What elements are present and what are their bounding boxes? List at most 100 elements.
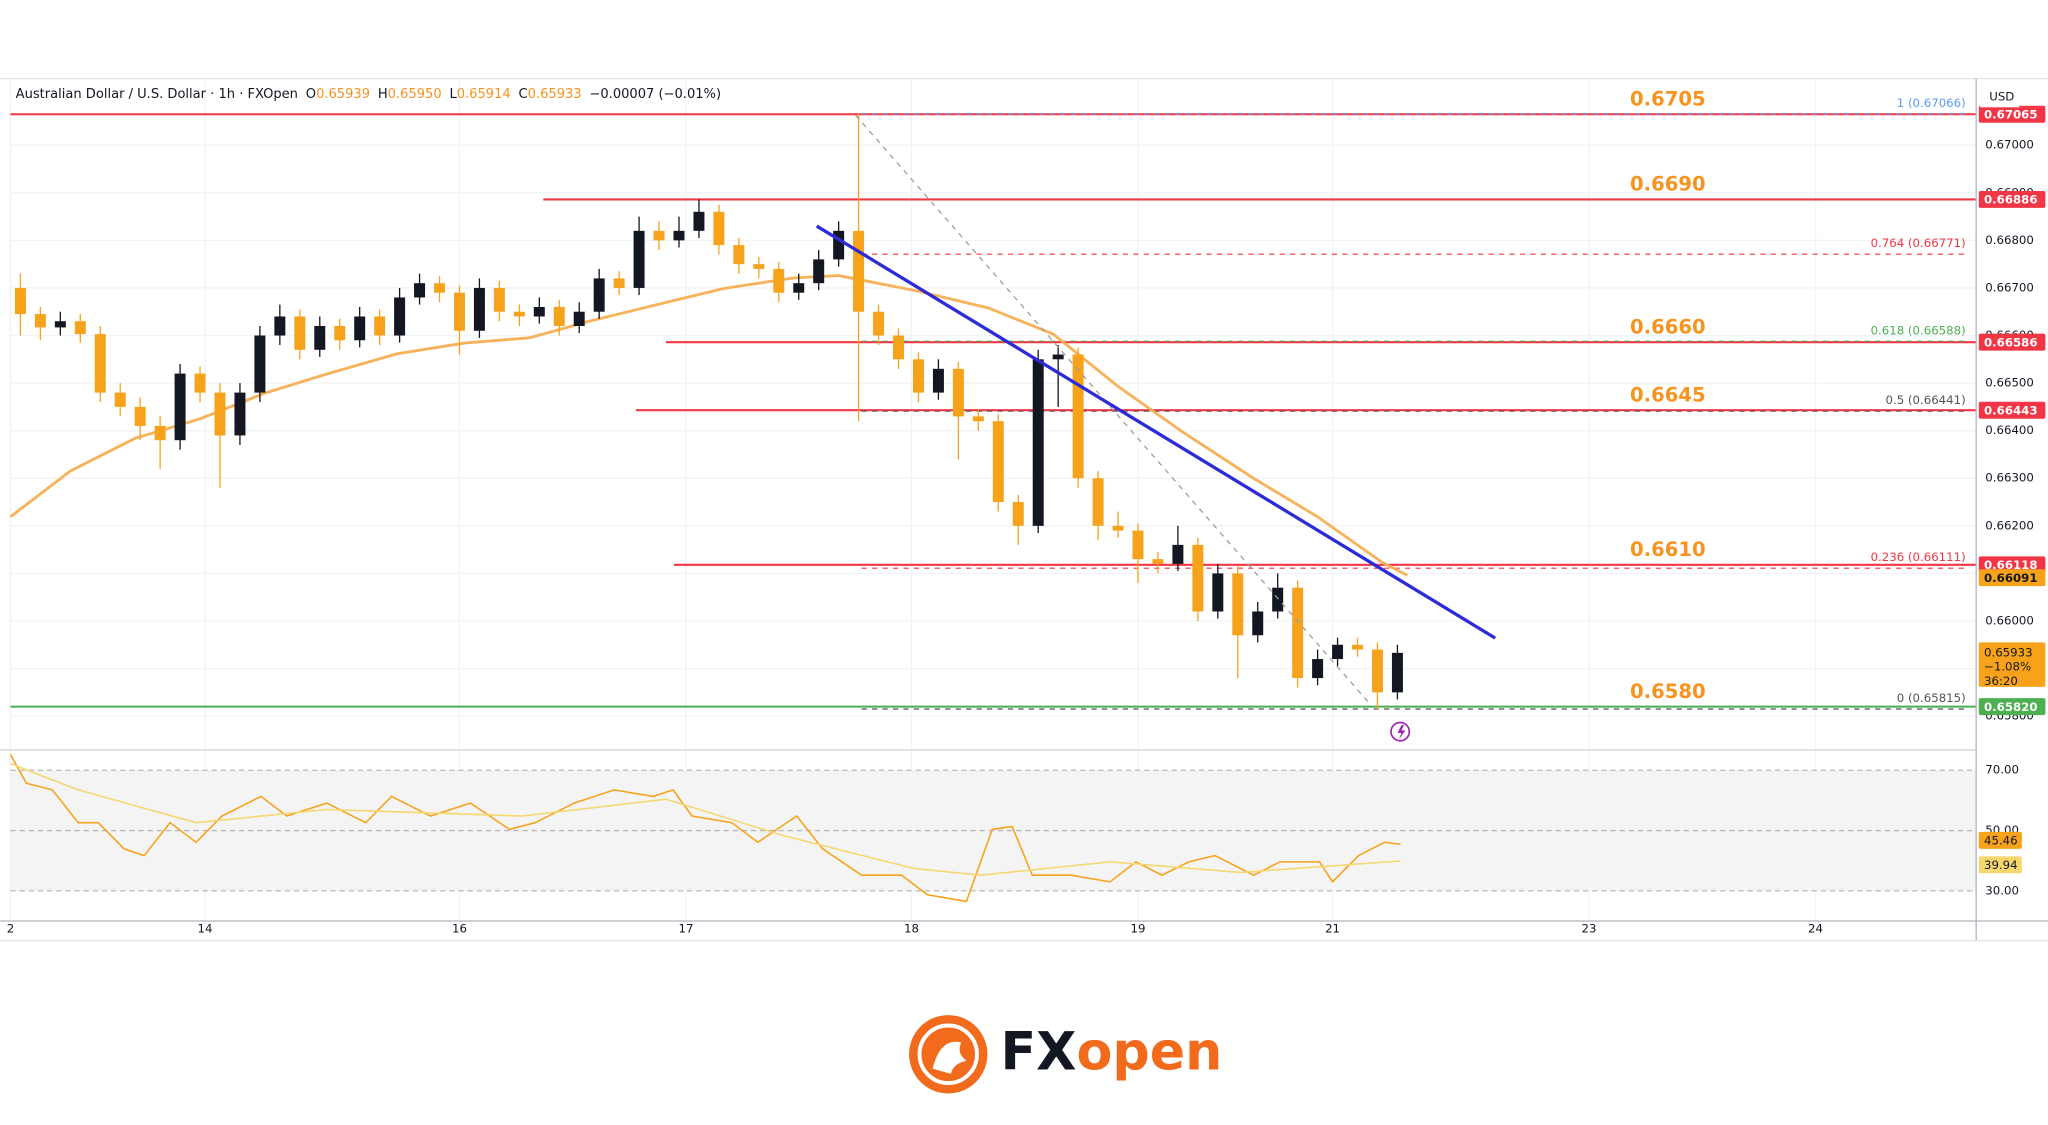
candle-body (1232, 573, 1244, 636)
candle-body (334, 325, 346, 341)
candle-body (414, 283, 426, 298)
logo: FXopen (909, 1015, 1222, 1094)
level-annotation: 0.6690 (1630, 173, 1706, 196)
candle-body (853, 230, 865, 312)
price-tag-bg (1978, 333, 2046, 351)
candle-body (1052, 354, 1064, 360)
candle-body (713, 211, 725, 246)
currency-label: USD (1989, 89, 2014, 103)
candle-body (74, 321, 86, 335)
x-tick-label: 16 (452, 921, 467, 935)
price-tag-bg (1978, 698, 2046, 716)
price-tag-label: 0.66586 (1984, 335, 2038, 349)
event-icon[interactable] (1390, 721, 1411, 742)
candle-body (573, 311, 585, 326)
level-annotation: 0.6580 (1630, 680, 1706, 703)
candle-body (753, 264, 765, 269)
ma-tag-label: 0.66091 (1984, 571, 2038, 585)
candle-body (513, 311, 525, 317)
logo-text: FXopen (1000, 1023, 1222, 1083)
header-part: 0.65950 (388, 87, 442, 102)
ma-tag-bg (1978, 569, 2046, 587)
candle-body (1032, 359, 1044, 526)
last-price-tag-line: 0.65933 (1984, 645, 2033, 659)
header-part: 0.65933 (528, 87, 582, 102)
price-tag-label: 0.66443 (1984, 403, 2038, 417)
candle-body (833, 230, 845, 260)
candle-body (1292, 587, 1304, 679)
candle-body (952, 368, 964, 417)
candle-body (773, 268, 785, 293)
candle-body (1312, 659, 1324, 679)
rsi-tick-label: 30.00 (1985, 883, 2019, 897)
candle-body (493, 287, 505, 312)
candle-body (593, 278, 605, 312)
chart-header: Australian Dollar / U.S. Dollar · 1h · F… (16, 87, 721, 102)
y-tick-label: 0.66300 (1985, 471, 2034, 485)
candle-body (473, 287, 485, 331)
y-tick-label: 0.66800 (1985, 233, 2034, 247)
candle-body (1272, 587, 1284, 612)
last-price-tag-line: −1.08% (1984, 660, 2031, 674)
price-tag-bg (1978, 401, 2046, 419)
candle-body (1072, 354, 1084, 479)
rsi-line (9, 754, 1401, 903)
candle-body (733, 245, 745, 265)
header-part: H (378, 87, 388, 102)
rsi-line (10, 762, 1401, 876)
x-tick-label: 19 (1131, 921, 1146, 935)
candle-body (1371, 649, 1383, 693)
candle-body (673, 230, 685, 241)
level-annotation: 0.6660 (1630, 315, 1706, 338)
header-part: 0.65939 (316, 87, 370, 102)
level-annotation: 0.6705 (1630, 87, 1706, 110)
candle-body (94, 334, 106, 393)
candle-body (254, 335, 266, 393)
candle-body (693, 211, 705, 231)
candle-body (154, 425, 166, 441)
candle-body (1152, 559, 1164, 564)
y-tick-label: 0.66200 (1985, 518, 2034, 532)
candle-body (1112, 525, 1124, 531)
x-tick-label: 2 (7, 921, 14, 935)
y-tick-label: 0.66700 (1985, 280, 2034, 294)
plot: 0.6705 0.6690 0.6660 0.6645 0.6610 0.6580 1 (0… (9, 78, 1977, 922)
event-bolt (1397, 725, 1406, 740)
header-part: 0.65914 (457, 87, 511, 102)
x-tick-label: 18 (904, 921, 919, 935)
price-tag-bg (1978, 190, 2046, 208)
candle-body (813, 259, 825, 284)
candle-body (174, 373, 186, 441)
y-tick-label: 0.66400 (1985, 423, 2034, 437)
rsi-tag-label: 45.46 (1984, 833, 2018, 847)
candle-body (34, 314, 46, 328)
price-tag-bg (1978, 105, 2046, 123)
candle-body (234, 392, 246, 436)
candle-body (992, 421, 1004, 503)
level-annotation: 0.6645 (1630, 383, 1706, 406)
candle-body (1192, 544, 1204, 612)
candle-body (294, 316, 306, 350)
x-tick-label: 21 (1325, 921, 1340, 935)
price-tag-label: 0.66118 (1984, 558, 2038, 572)
logo-open: open (1076, 1023, 1222, 1083)
candle-body (54, 321, 66, 328)
header-part: Australian Dollar / U.S. Dollar · 1h · F… (16, 87, 298, 102)
candle-body (653, 230, 665, 241)
candle-body (214, 392, 226, 436)
y-tick-label: 0.66500 (1985, 376, 2034, 390)
candle-body (1092, 478, 1104, 526)
rsi-tag-bg (1978, 831, 2022, 849)
candle-body (893, 335, 905, 360)
header-part: L (449, 87, 457, 102)
header-part: C (519, 87, 528, 102)
header-part: O (306, 87, 316, 102)
price-tag-label: 0.65820 (1984, 700, 2038, 714)
candle-body (912, 359, 924, 393)
y-tick-label: 0.66000 (1985, 613, 2034, 627)
price-tag-label: 0.67065 (1984, 107, 2038, 121)
candle-body (1252, 611, 1264, 636)
